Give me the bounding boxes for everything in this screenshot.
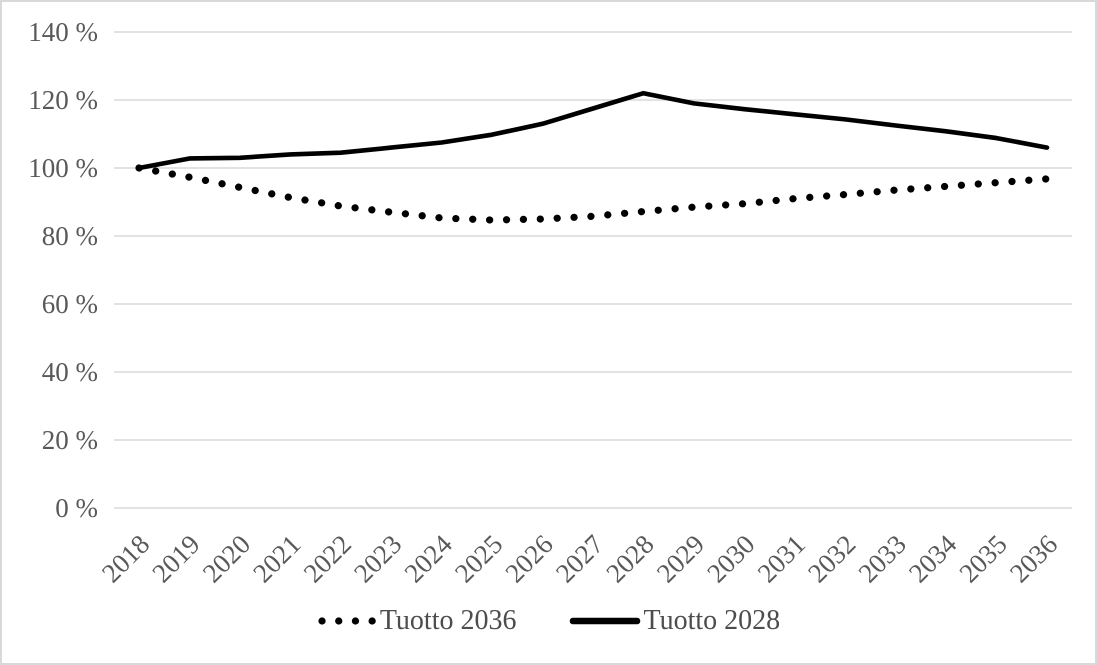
x-tick-label: 2031 — [752, 529, 811, 588]
legend-label: Tuotto 2028 — [643, 605, 781, 636]
x-tick-label: 2028 — [600, 529, 659, 588]
x-tick-label: 2023 — [348, 529, 407, 588]
y-tick-label: 120 % — [28, 85, 98, 115]
series-line-tuotto-2028 — [136, 90, 1050, 171]
legend-label: Tuotto 2036 — [379, 605, 517, 636]
legend-dotted-line-icon — [318, 617, 377, 625]
y-tick-label: 80 % — [42, 221, 98, 251]
legend-solid-line-icon — [569, 617, 640, 625]
y-tick-label: 40 % — [42, 357, 98, 387]
series-line-tuotto-2036 — [135, 164, 1051, 224]
legend-item-tuotto-2028: Tuotto 2028 — [569, 605, 781, 637]
y-tick-label: 60 % — [42, 289, 98, 319]
x-tick-label: 2036 — [1004, 529, 1063, 588]
legend-item-tuotto-2036: Tuotto 2036 — [317, 605, 517, 637]
y-tick-label: 0 % — [55, 493, 98, 523]
x-tick-label: 2027 — [550, 529, 609, 588]
x-tick-label: 2034 — [903, 529, 963, 589]
x-tick-label: 2026 — [499, 529, 558, 588]
x-tick-label: 2024 — [399, 529, 459, 589]
x-tick-label: 2030 — [701, 529, 760, 588]
x-tick-label: 2029 — [651, 529, 710, 588]
y-tick-label: 100 % — [28, 153, 98, 183]
x-tick-label: 2019 — [146, 529, 205, 588]
x-tick-label: 2025 — [449, 529, 508, 588]
x-tick-label: 2035 — [953, 529, 1012, 588]
x-tick-label: 2018 — [96, 529, 155, 588]
legend: Tuotto 2036 Tuotto 2028 — [2, 605, 1095, 637]
x-tick-label: 2033 — [853, 529, 912, 588]
x-tick-label: 2022 — [298, 529, 357, 588]
x-tick-label: 2032 — [802, 529, 861, 588]
y-tick-label: 140 % — [28, 17, 98, 47]
x-tick-label: 2021 — [247, 529, 306, 588]
x-tick-label: 2020 — [197, 529, 256, 588]
y-tick-label: 20 % — [42, 425, 98, 455]
